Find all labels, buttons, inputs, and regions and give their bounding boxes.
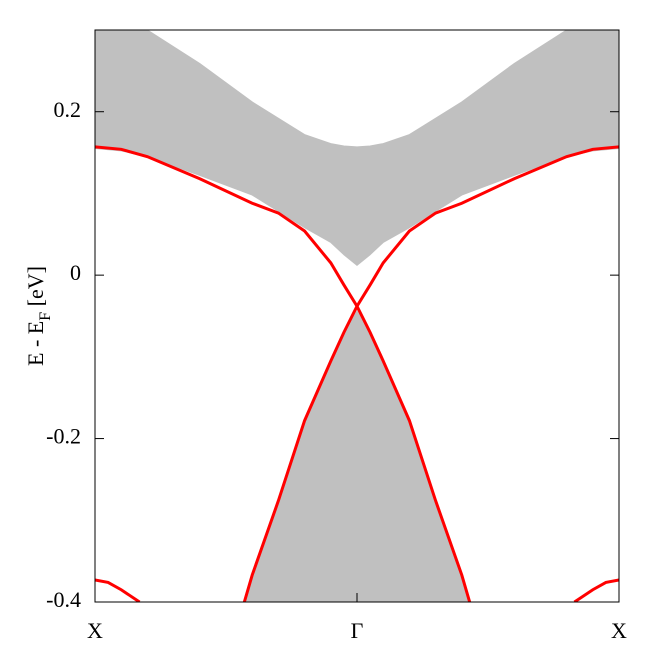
y-tick-label: 0: [70, 260, 81, 285]
y-label-sub: F: [37, 312, 54, 321]
x-tick-label: X: [87, 618, 103, 643]
y-tick-label: 0.2: [54, 97, 82, 122]
y-tick-label: -0.4: [46, 587, 81, 612]
y-label-main: E - E: [23, 321, 48, 366]
surface-state-line: [95, 145, 472, 602]
band-region: [243, 310, 471, 602]
surface-state-line: [95, 578, 619, 602]
y-axis-label: E - EF [eV]: [23, 266, 54, 366]
y-tick-label: -0.2: [46, 424, 81, 449]
y-label-unit: [eV]: [23, 266, 48, 312]
plot-area: [95, 30, 619, 602]
band-region: [95, 30, 619, 266]
x-tick-label: Γ: [351, 618, 364, 643]
x-tick-label: X: [611, 618, 627, 643]
surface-state-line: [242, 145, 619, 602]
